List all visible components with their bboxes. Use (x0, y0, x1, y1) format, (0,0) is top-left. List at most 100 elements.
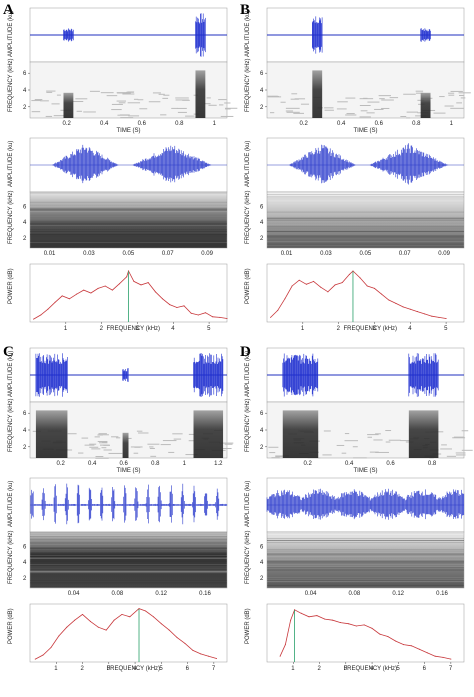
spectrogram-noise (84, 444, 95, 446)
spectrogram-noise (118, 102, 126, 104)
spectrogram2-band (30, 209, 227, 210)
power-xlabel: FREQUENCY (kHz) (107, 666, 161, 672)
spectrogram-noise (367, 436, 373, 438)
power-xlabel: FREQUENCY (kHz) (344, 326, 398, 332)
power-point (347, 623, 349, 625)
power-xtick: 3 (107, 666, 111, 672)
power-xtick: 3 (344, 666, 348, 672)
power-frame (266, 263, 465, 323)
spectrogram2-band (267, 234, 464, 236)
spec2-ytick: 6 (260, 205, 264, 211)
spectrogram-noise (360, 110, 368, 112)
spec1-ytick: 4 (260, 88, 264, 94)
power-xtick: 7 (212, 666, 216, 672)
power-point (34, 658, 36, 660)
spectrogram-noise (441, 444, 447, 446)
spec1-ytick: 2 (23, 445, 27, 451)
spectrogram-noise (337, 101, 348, 103)
spectrogram-noise (459, 94, 465, 96)
spectrogram2-band (30, 534, 227, 535)
spectrogram-noise (458, 92, 471, 94)
spectrogram2-band (267, 580, 464, 582)
spec1-ytick: 4 (23, 88, 27, 94)
spectrogram-noise (456, 102, 462, 104)
spectrogram-noise (177, 107, 187, 109)
spec1-xtick: 0.2 (300, 121, 309, 127)
spectrogram-noise (172, 433, 183, 435)
spectrogram-noise (323, 430, 331, 432)
spectrogram2-band (30, 568, 227, 570)
spectrogram2-band (267, 241, 464, 242)
spec2-ylabel: FREQUENCY (kHz) (245, 190, 251, 244)
spec1-xtick: 1.2 (214, 461, 223, 467)
power-point (341, 282, 343, 284)
power-point (300, 612, 302, 614)
power-point (450, 658, 452, 660)
spectrogram2-band (267, 228, 464, 230)
spectrogram2-band (30, 551, 227, 553)
spectrogram-noise (461, 430, 469, 432)
spectrogram2-band (30, 571, 227, 572)
power-point (119, 283, 121, 285)
spectrogram2-band (30, 558, 227, 559)
power-point (184, 642, 186, 644)
spectrogram2-band (30, 242, 227, 243)
spectrogram2-band (30, 571, 227, 573)
power-point (379, 633, 381, 635)
power-point (111, 289, 113, 291)
spectrogram2-band (267, 562, 464, 564)
power-point (320, 286, 322, 288)
spectrogram-noise (378, 95, 391, 97)
power-xtick: 5 (207, 326, 211, 332)
spectrogram-noise (101, 441, 108, 443)
power-point (145, 610, 147, 612)
osc2-ylabel: AMPLITUDE (ku) (8, 481, 14, 527)
spectrogram-noise (89, 446, 99, 448)
power-point (445, 318, 447, 320)
power-point (40, 314, 42, 316)
spec1-xtick: 0.8 (175, 121, 184, 127)
power-point (402, 306, 404, 308)
spectrogram-noise (389, 97, 399, 99)
spectrogram-noise (272, 95, 279, 97)
spec1-xtick: 0.6 (375, 121, 384, 127)
spectrogram2-band (30, 201, 227, 203)
spectrogram2-band (267, 218, 464, 219)
spectrogram-noise (359, 104, 371, 106)
spectrogram-noise (460, 97, 466, 99)
spectrogram2-band (267, 219, 464, 221)
spec1-xlabel: TIME (S) (117, 128, 141, 134)
spectrogram2-band (267, 199, 464, 200)
spec1-xtick: 0.8 (151, 461, 160, 467)
power-point (298, 279, 300, 281)
spectrogram2-band (267, 566, 464, 568)
spectrogram2-band (267, 586, 464, 588)
spec2-xtick: 0.04 (305, 591, 317, 597)
spectrogram-noise (103, 444, 110, 446)
spectrogram-noise (367, 434, 379, 436)
spectrogram2-band (30, 237, 227, 239)
spectrogram-noise (353, 457, 367, 459)
spectrogram-noise (366, 112, 375, 114)
power-point (208, 655, 210, 657)
spectrogram2-band (267, 533, 464, 534)
spectrogram-noise (148, 101, 161, 103)
spectrogram-noise (385, 430, 392, 432)
spectrogram-noise (344, 440, 359, 442)
spectrogram-noise (345, 97, 356, 99)
power-point (387, 635, 389, 637)
spectrogram-noise (46, 91, 53, 93)
spectrogram2-band (267, 540, 464, 541)
power-point (424, 313, 426, 315)
spectrogram-noise (341, 452, 347, 454)
spectrogram2-frame (266, 531, 465, 589)
power-point (340, 622, 342, 624)
power-point (97, 287, 99, 289)
spectrogram2-band (30, 198, 227, 200)
spectrogram2-band (267, 218, 464, 220)
spectrogram2-band (267, 218, 464, 220)
spectrogram-noise (448, 92, 455, 94)
spec1-ytick: 6 (23, 71, 27, 77)
spectrogram-noise (150, 455, 157, 457)
spectrogram-noise (374, 108, 384, 110)
